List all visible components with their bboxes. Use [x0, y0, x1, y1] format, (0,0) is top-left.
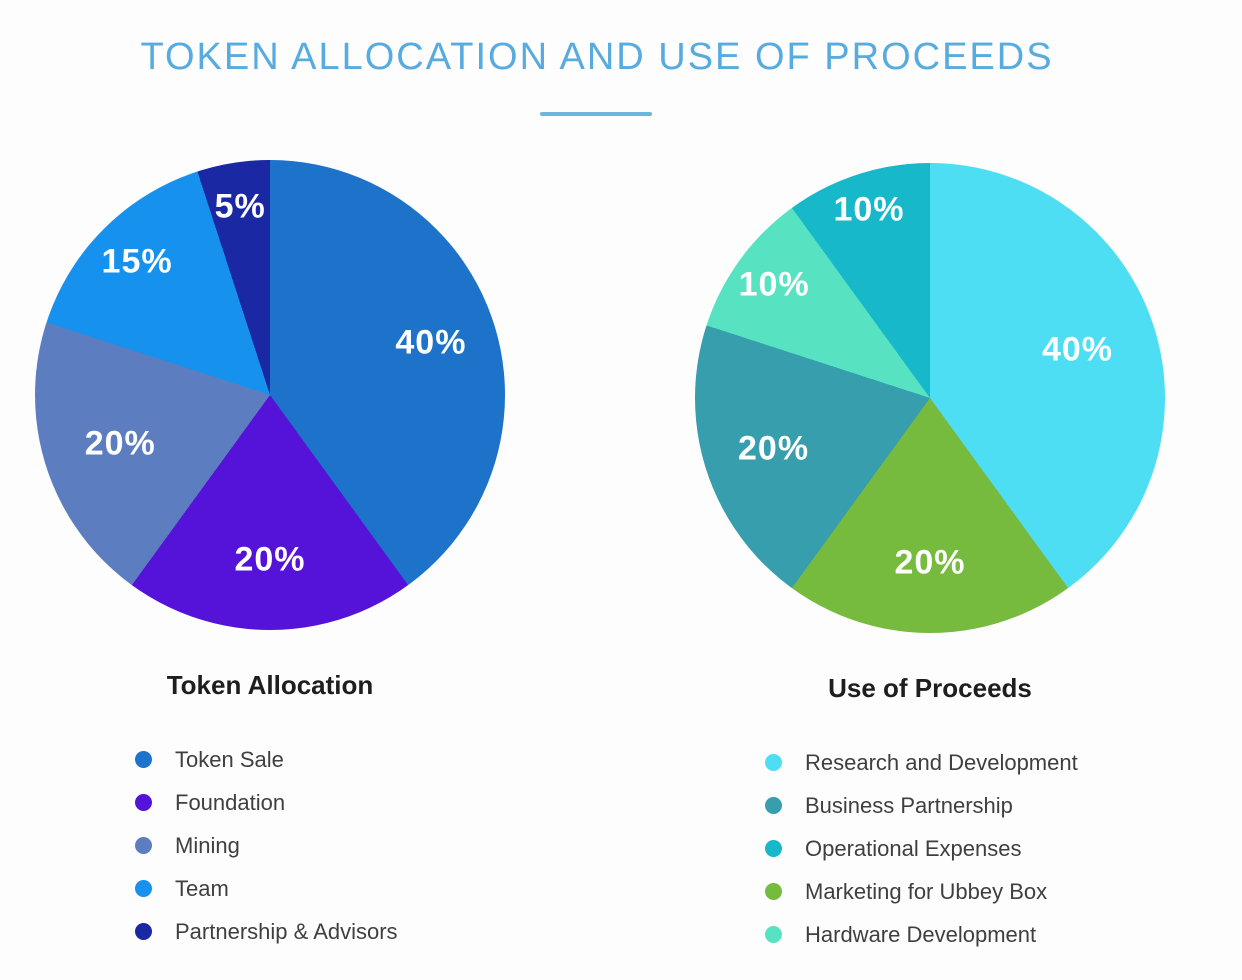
legend-color-dot-icon	[135, 837, 152, 854]
page-title: TOKEN ALLOCATION AND USE OF PROCEEDS	[140, 36, 1054, 78]
legend-label: Partnership & Advisors	[175, 919, 398, 944]
legend-label: Team	[175, 876, 229, 901]
legend-item: Operational Expenses	[765, 837, 1165, 860]
legend-color-dot-icon	[765, 754, 782, 771]
legend-item: Marketing for Ubbey Box	[765, 880, 1165, 903]
token-allocation-section: 40% 20% 20% 15% 5% Token Allocation Token Sa…	[35, 160, 505, 943]
legend-color-dot-icon	[135, 880, 152, 897]
legend-label: Operational Expenses	[805, 836, 1022, 861]
legend-item: Token Sale	[135, 748, 505, 771]
legend-item: Hardware Development	[765, 923, 1165, 946]
token-allocation-pie-chart: 40% 20% 20% 15% 5%	[35, 160, 505, 630]
legend-color-dot-icon	[135, 751, 152, 768]
token-allocation-legend: Token Sale Foundation Mining Team Partnershi…	[135, 748, 505, 943]
pie-slice-value-label: 10%	[833, 190, 905, 229]
legend-item: Business Partnership	[765, 794, 1165, 817]
use-of-proceeds-heading: Use of Proceeds	[828, 673, 1032, 703]
pie-slice-value-label: 20%	[84, 424, 156, 463]
legend-color-dot-icon	[765, 926, 782, 943]
legend-color-dot-icon	[135, 794, 152, 811]
legend-color-dot-icon	[765, 797, 782, 814]
legend-color-dot-icon	[135, 923, 152, 940]
token-allocation-heading: Token Allocation	[166, 670, 374, 700]
pie-slice-value-label: 40%	[1041, 330, 1114, 369]
use-of-proceeds-section: 40% 20% 20% 10% 10% Use of Proceeds Research…	[695, 163, 1165, 946]
pie-slice-value-label: 40%	[395, 323, 467, 362]
legend-label: Research and Development	[805, 750, 1078, 775]
title-divider	[540, 112, 652, 116]
legend-label: Foundation	[175, 790, 286, 815]
pie-slice-value-label: 20%	[894, 543, 966, 581]
pie-slice-value-label: 20%	[234, 540, 306, 578]
use-of-proceeds-pie-chart: 40% 20% 20% 10% 10%	[695, 163, 1165, 633]
legend-label: Mining	[175, 833, 240, 858]
legend-label: Hardware Development	[805, 922, 1037, 947]
legend-label: Marketing for Ubbey Box	[805, 879, 1048, 904]
legend-item: Mining	[135, 834, 505, 857]
legend-label: Business Partnership	[805, 793, 1013, 818]
legend-color-dot-icon	[765, 840, 782, 857]
legend-color-dot-icon	[765, 883, 782, 900]
pie-slice-value-label: 10%	[738, 265, 810, 304]
legend-item: Team	[135, 877, 505, 900]
legend-item: Foundation	[135, 791, 505, 814]
pie-slice-value-label: 15%	[101, 242, 173, 281]
legend-item: Partnership & Advisors	[135, 920, 505, 943]
pie-slice-value-label: 20%	[738, 429, 810, 468]
legend-item: Research and Development	[765, 751, 1165, 774]
pie-slice-value-label: 5%	[214, 187, 266, 226]
legend-label: Token Sale	[175, 747, 284, 772]
use-of-proceeds-legend: Research and Development Business Partner…	[765, 751, 1165, 946]
